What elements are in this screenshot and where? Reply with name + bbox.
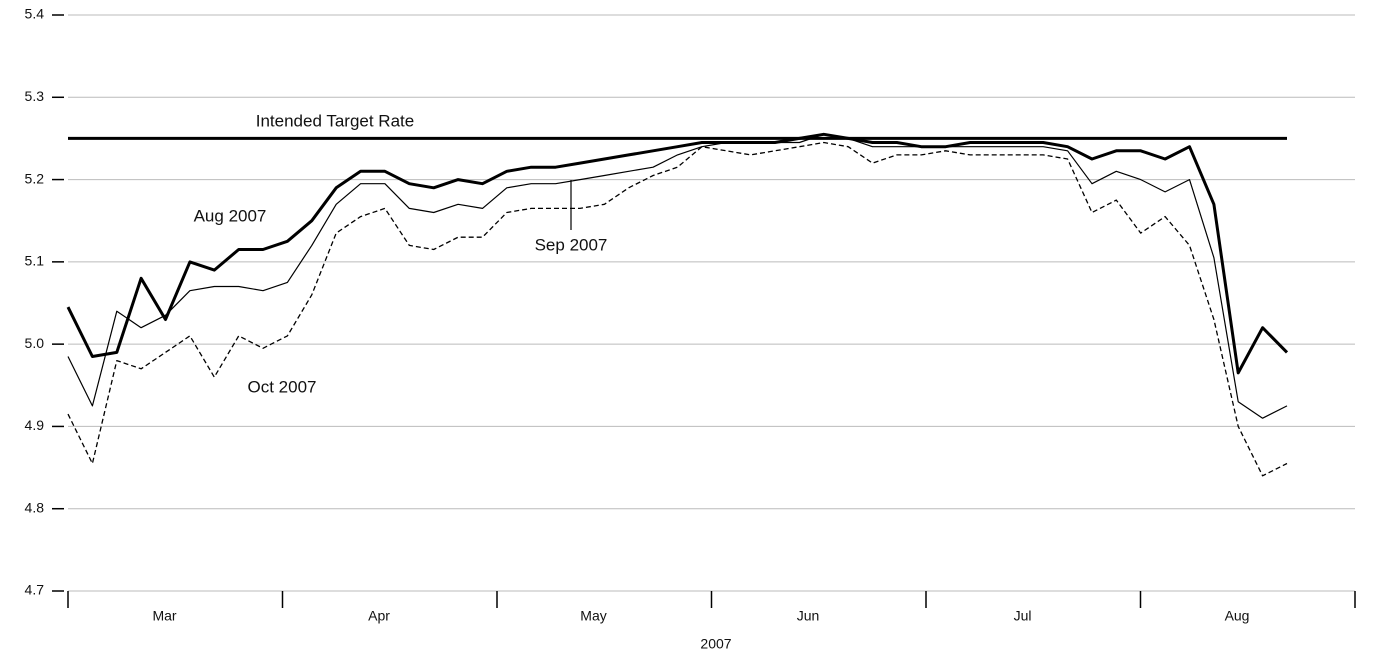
x-tick-label: Jul <box>1014 608 1032 624</box>
x-tick-label: Aug <box>1225 608 1250 624</box>
y-tick-label: 5.2 <box>25 170 45 186</box>
y-tick-label: 5.3 <box>25 88 45 104</box>
series-line <box>66 132 1289 375</box>
series-line <box>67 133 1288 419</box>
y-tick-label: 5.0 <box>25 335 45 351</box>
target-label: Intended Target Rate <box>256 111 414 130</box>
x-tick-label: May <box>580 608 606 624</box>
y-tick-label: 4.8 <box>25 499 45 515</box>
series-label: Sep 2007 <box>535 235 608 254</box>
x-tick-label: Apr <box>368 608 390 624</box>
x-tick-label: Jun <box>797 608 820 624</box>
x-axis-label: 2007 <box>700 636 731 652</box>
y-tick-label: 5.4 <box>25 6 45 22</box>
y-tick-label: 5.1 <box>25 253 45 269</box>
y-tick-label: 4.7 <box>25 582 45 598</box>
series-label: Oct 2007 <box>248 377 317 396</box>
y-tick-label: 4.9 <box>25 417 45 433</box>
series-line <box>67 141 1288 477</box>
series-label: Aug 2007 <box>194 206 267 225</box>
x-tick-label: Mar <box>152 608 176 624</box>
